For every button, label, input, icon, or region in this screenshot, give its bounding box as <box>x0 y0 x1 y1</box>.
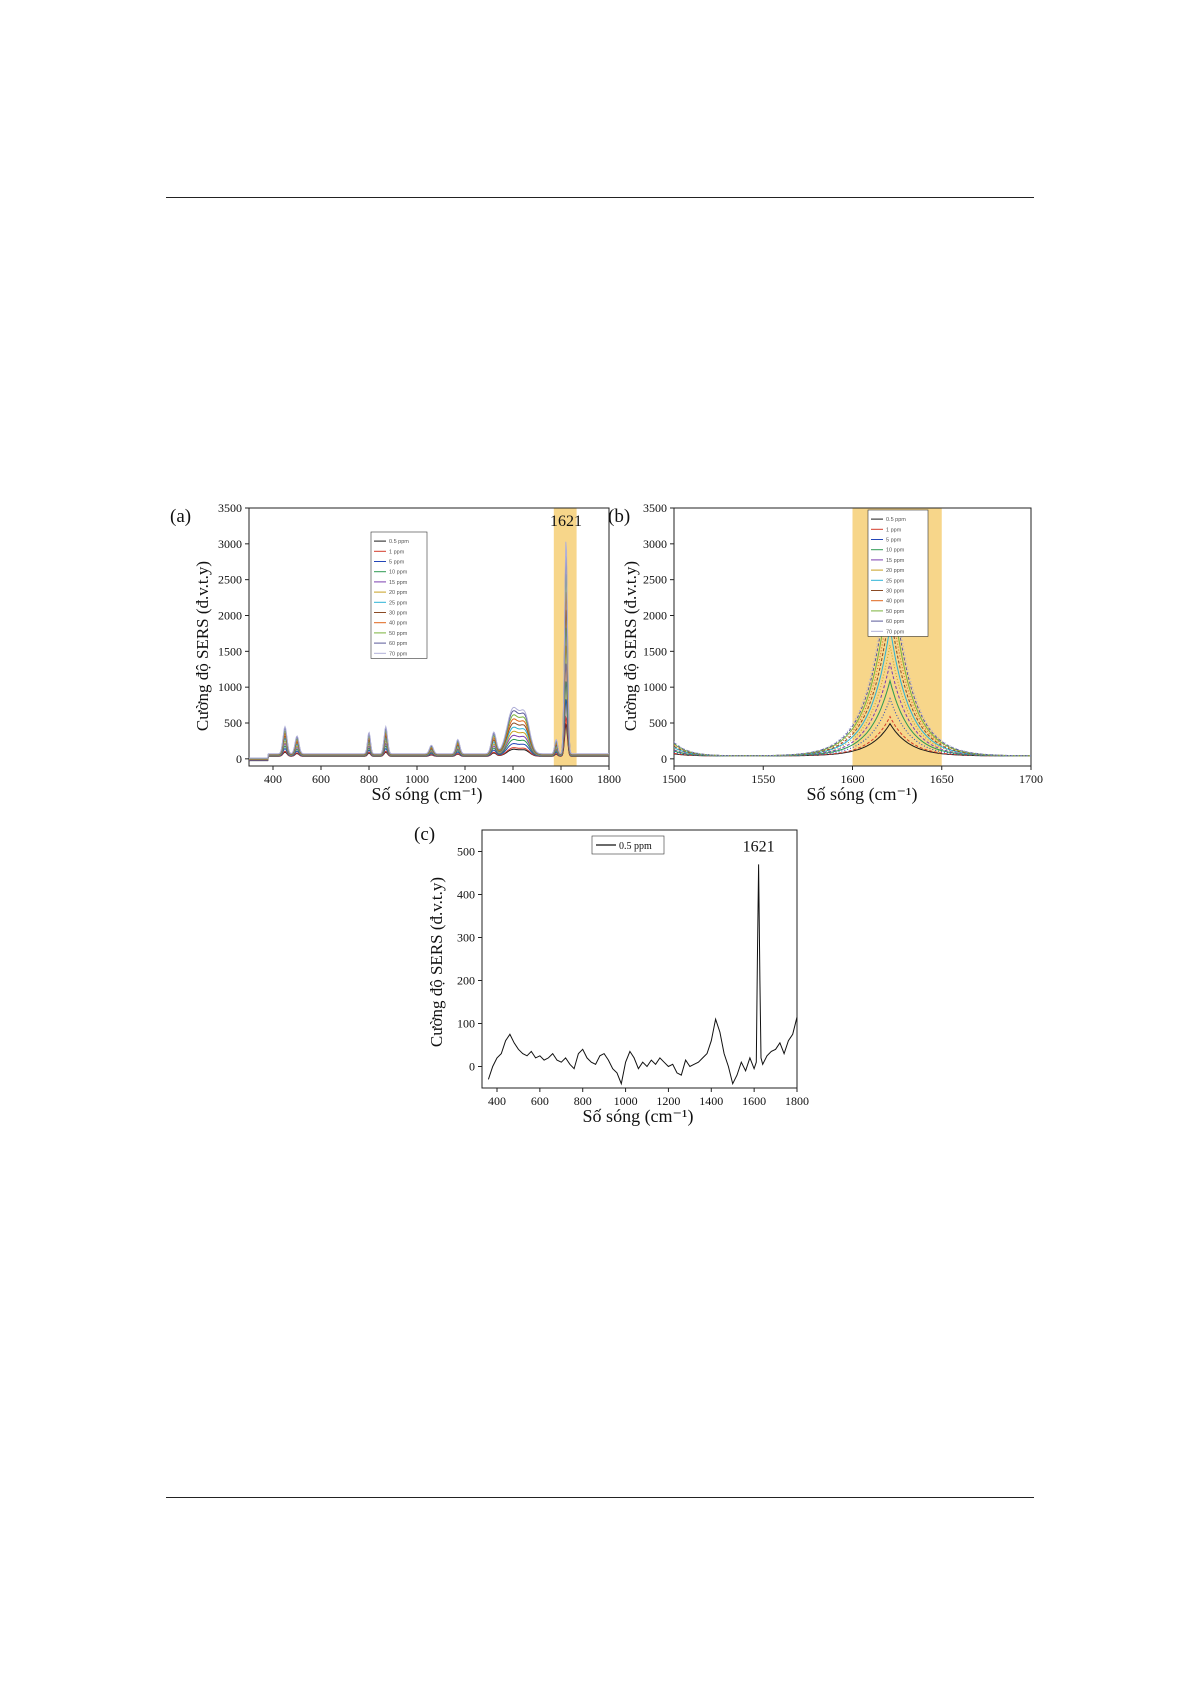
x-tick-label-b-2: 1600 <box>841 772 865 786</box>
legend-label-a-6: 25 ppm <box>389 600 408 606</box>
legend-label-a-9: 50 ppm <box>389 631 408 637</box>
legend-label-a-4: 15 ppm <box>389 580 408 586</box>
y-tick-label-b-4: 2000 <box>643 609 667 623</box>
legend-box-c <box>591 835 665 855</box>
plot-frame-a <box>248 507 610 767</box>
legend-label-a-5: 20 ppm <box>389 590 408 596</box>
legend-label-a-3: 10 ppm <box>389 570 408 576</box>
legend-label-b-8: 40 ppm <box>886 599 905 605</box>
y-tick-label-b-5: 2500 <box>643 573 667 587</box>
y-axis-title-a: Cường độ SERS (đ.v.t.y) <box>193 561 212 731</box>
y-tick-label-c-3: 300 <box>457 931 475 945</box>
y-tick-label-a-5: 2500 <box>218 573 242 587</box>
series-line-b-10 <box>674 555 1031 757</box>
series-line-b-11 <box>674 540 1031 757</box>
chart-panel-b: (b) Cường độ SERS (đ.v.t.y) Số sóng (cm⁻… <box>608 501 1043 805</box>
y-tick-label-a-4: 2000 <box>218 609 242 623</box>
legend-label-c-0: 0.5 ppm <box>619 841 652 852</box>
legend-label-b-6: 25 ppm <box>886 578 905 584</box>
y-axis-title-c: Cường độ SERS (đ.v.t.y) <box>427 877 446 1047</box>
x-tick-label-c-4: 1200 <box>656 1094 680 1108</box>
y-tick-label-b-0: 0 <box>661 752 667 766</box>
x-tick-label-c-7: 1800 <box>785 1094 809 1108</box>
x-tick-label-c-1: 600 <box>531 1094 549 1108</box>
x-tick-label-a-2: 800 <box>360 772 378 786</box>
legend-label-b-4: 15 ppm <box>886 558 905 564</box>
x-tick-label-a-0: 400 <box>264 772 282 786</box>
footer-rule <box>166 1497 1034 1498</box>
peak-label-a: 1621 <box>550 513 582 530</box>
legend-label-b-5: 20 ppm <box>886 568 905 574</box>
x-tick-label-a-1: 600 <box>312 772 330 786</box>
series-group-b <box>674 540 1031 757</box>
x-tick-label-c-3: 1000 <box>614 1094 638 1108</box>
legend-label-b-2: 5 ppm <box>886 538 902 544</box>
legend-label-a-11: 70 ppm <box>389 651 408 657</box>
y-tick-label-c-4: 400 <box>457 888 475 902</box>
x-tick-label-a-4: 1200 <box>453 772 477 786</box>
series-group-a <box>249 541 609 762</box>
legend-label-b-0: 0.5 ppm <box>886 517 906 523</box>
x-tick-label-b-3: 1650 <box>930 772 954 786</box>
panel-tag-a: (a) <box>170 506 191 527</box>
series-line-c-0 <box>487 864 798 1086</box>
x-tick-label-c-6: 1600 <box>742 1094 766 1108</box>
y-tick-label-b-1: 500 <box>649 716 667 730</box>
x-tick-label-a-6: 1600 <box>549 772 573 786</box>
y-tick-label-a-7: 3500 <box>218 501 242 515</box>
y-tick-label-b-7: 3500 <box>643 501 667 515</box>
legend-label-a-7: 30 ppm <box>389 611 408 617</box>
legend-label-b-9: 50 ppm <box>886 609 905 615</box>
series-line-a-11 <box>249 541 609 759</box>
panel-tag-c: (c) <box>414 824 435 845</box>
x-axis-title-a: Số sóng (cm⁻¹) <box>372 784 483 805</box>
x-tick-label-a-7: 1800 <box>597 772 621 786</box>
y-tick-label-b-3: 1500 <box>643 644 667 658</box>
y-tick-label-a-6: 3000 <box>218 537 242 551</box>
y-tick-label-c-0: 0 <box>469 1060 475 1074</box>
x-tick-label-b-4: 1700 <box>1019 772 1043 786</box>
legend-box-a <box>370 531 428 659</box>
legend-label-b-7: 30 ppm <box>886 589 905 595</box>
x-tick-label-a-5: 1400 <box>501 772 525 786</box>
x-tick-label-b-1: 1550 <box>751 772 775 786</box>
legend-label-a-8: 40 ppm <box>389 621 408 627</box>
chart-panel-c: (c) Cường độ SERS (đ.v.t.y) Số sóng (cm⁻… <box>414 824 809 1127</box>
y-tick-label-b-2: 1000 <box>643 680 667 694</box>
legend-label-a-10: 60 ppm <box>389 641 408 647</box>
legend-label-b-1: 1 ppm <box>886 527 902 533</box>
x-tick-label-b-0: 1500 <box>662 772 686 786</box>
x-axis-title-c: Số sóng (cm⁻¹) <box>583 1106 694 1127</box>
legend-label-a-0: 0.5 ppm <box>389 539 409 545</box>
plot-area-a: 400 600 800 1000 1200 1400 1600 1800 0 500 1000 150… <box>218 501 621 786</box>
panel-tag-b: (b) <box>608 506 630 527</box>
y-tick-label-b-6: 3000 <box>643 537 667 551</box>
y-tick-label-c-5: 500 <box>457 845 475 859</box>
y-axis-title-b: Cường độ SERS (đ.v.t.y) <box>621 561 640 731</box>
x-tick-label-a-3: 1000 <box>405 772 429 786</box>
plot-area-b: 1500 1550 1600 1650 1700 0 500 1000 1500 2000 2500… <box>643 501 1043 786</box>
legend-label-a-2: 5 ppm <box>389 560 405 566</box>
y-tick-label-a-0: 0 <box>236 752 242 766</box>
y-tick-label-c-1: 100 <box>457 1017 475 1031</box>
legend-label-b-11: 70 ppm <box>886 629 905 635</box>
x-axis-title-b: Số sóng (cm⁻¹) <box>807 784 918 805</box>
x-tick-label-c-5: 1400 <box>699 1094 723 1108</box>
y-tick-label-a-2: 1000 <box>218 680 242 694</box>
legend-label-a-1: 1 ppm <box>389 549 405 555</box>
legend-label-b-10: 60 ppm <box>886 619 905 625</box>
plot-frame-c <box>481 829 798 1089</box>
y-tick-label-a-3: 1500 <box>218 644 242 658</box>
legend-box-b <box>867 509 929 637</box>
x-tick-label-c-2: 800 <box>574 1094 592 1108</box>
legend-label-b-3: 10 ppm <box>886 548 905 554</box>
x-tick-label-c-0: 400 <box>488 1094 506 1108</box>
y-tick-label-c-2: 200 <box>457 974 475 988</box>
plot-area-c: 400 600 800 1000 1200 1400 1600 1800 0 100 200 300 4… <box>457 829 809 1108</box>
y-tick-label-a-1: 500 <box>224 716 242 730</box>
chart-panel-a: (a) Cường độ SERS (đ.v.t.y) Số sóng (cm⁻… <box>170 501 621 805</box>
peak-label-c: 1621 <box>743 839 775 856</box>
header-rule <box>166 197 1034 198</box>
